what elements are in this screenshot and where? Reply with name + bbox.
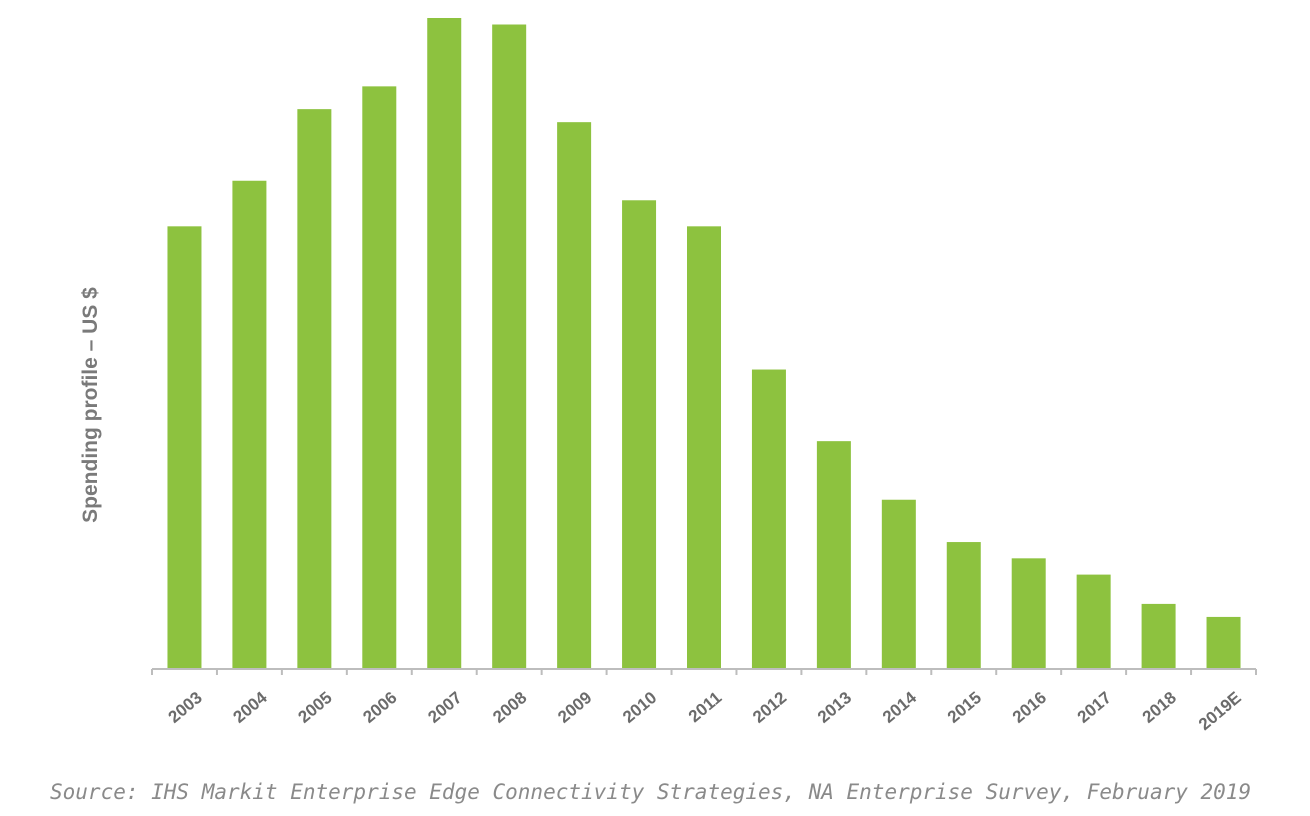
bar-2012 [751, 369, 786, 669]
x-tick-label: 2006 [359, 688, 400, 727]
bar-chart: 2003 2004 2005 2006 2007 2008 2009 2010 2011 2012… [79, 18, 1257, 735]
x-tick-label: 2015 [944, 688, 985, 727]
bar-2010 [622, 200, 657, 669]
bar-2004 [232, 180, 267, 669]
bar-2011 [687, 226, 721, 669]
x-tick-label: 2018 [1139, 688, 1180, 727]
bar-2008 [492, 24, 527, 669]
bar-2016 [1011, 558, 1046, 669]
x-tick-label: 2008 [489, 688, 530, 727]
y-axis-label: Spending profile – US $ [79, 287, 102, 523]
bar-2015 [946, 542, 981, 669]
bar-2017 [1076, 574, 1111, 669]
x-axis-ticks [151, 669, 1257, 675]
bar-2019E [1206, 616, 1241, 669]
bar-2007 [427, 18, 462, 669]
x-tick-label: 2007 [424, 688, 465, 727]
x-tick-label: 2017 [1074, 688, 1115, 727]
x-tick-label: 2005 [294, 688, 335, 727]
x-tick-label: 2013 [814, 688, 855, 727]
x-tick-label: 2003 [165, 688, 206, 727]
bar-2018 [1141, 603, 1176, 669]
x-tick-label: 2009 [554, 688, 595, 727]
x-tick-label: 2016 [1009, 688, 1050, 727]
x-tick-label: 2011 [685, 688, 725, 726]
x-tick-label: 2014 [879, 688, 921, 727]
source-note: Source: IHS Markit Enterprise Edge Conne… [50, 780, 1252, 804]
bar-2009 [557, 122, 592, 669]
bar-2003 [167, 226, 202, 669]
x-tick-labels: 2003 2004 2005 2006 2007 2008 2009 2010 2011 2012… [165, 688, 1245, 735]
x-tick-label: 2004 [230, 688, 272, 727]
x-tick-label: 2019E [1195, 688, 1245, 734]
bars-group [167, 18, 1241, 670]
x-tick-label: 2012 [749, 688, 790, 727]
bar-2005 [297, 109, 332, 669]
bar-2013 [816, 441, 851, 669]
bar-2006 [362, 86, 397, 670]
bar-2014 [881, 499, 916, 669]
x-tick-label: 2010 [619, 688, 660, 727]
